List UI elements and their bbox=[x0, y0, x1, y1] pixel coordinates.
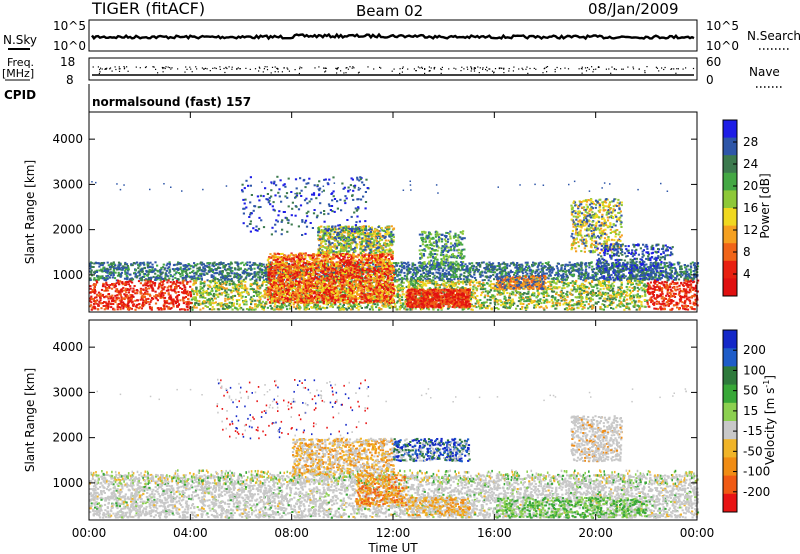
colorbar-swatch bbox=[723, 190, 737, 209]
noise-panel: N.Sky 10^5 10^0 10^5 10^0 N.Search bbox=[3, 19, 800, 53]
colorbar-tick-label: -50 bbox=[743, 444, 763, 458]
colorbar-swatch bbox=[723, 348, 737, 367]
time-tick-label: 08:00 bbox=[274, 526, 309, 540]
colorbar-swatch bbox=[723, 457, 737, 476]
colorbar-swatch bbox=[723, 330, 737, 349]
freq-right-tick-bottom: 0 bbox=[706, 73, 714, 87]
colorbar-tick-label: 200 bbox=[743, 343, 766, 357]
noise-left-label: N.Sky bbox=[3, 33, 37, 47]
colorbar-swatch bbox=[723, 439, 737, 458]
power-y-axis: 1000 2000 3000 4000 bbox=[52, 132, 697, 282]
noise-right-tick-top: 10^5 bbox=[706, 19, 739, 33]
colorbar-swatch bbox=[723, 366, 737, 385]
time-tick-label: 16:00 bbox=[477, 526, 512, 540]
radar-title: TIGER (fitACF) bbox=[91, 0, 205, 18]
colorbar-swatch bbox=[723, 475, 737, 495]
y-tick-label: 2000 bbox=[52, 223, 83, 237]
velocity-colorbar-label-close: ] bbox=[763, 375, 777, 380]
colorbar-swatch bbox=[723, 137, 737, 156]
colorbar-swatch bbox=[723, 120, 737, 138]
y-tick-label: 1000 bbox=[52, 476, 83, 490]
colorbar-tick-label: 24 bbox=[743, 157, 758, 171]
y-tick-label: 4000 bbox=[52, 132, 83, 146]
time-tick-label: 20:00 bbox=[578, 526, 613, 540]
colorbar-swatch bbox=[723, 260, 737, 279]
noise-left-tick-bottom: 10^0 bbox=[53, 39, 86, 53]
time-tick-label: 04:00 bbox=[173, 526, 208, 540]
colorbar-tick-label: 100 bbox=[743, 363, 766, 377]
colorbar-swatch bbox=[723, 493, 737, 513]
colorbar-swatch bbox=[723, 172, 737, 191]
colorbar-tick-label: 4 bbox=[743, 267, 751, 281]
colorbar-swatch bbox=[723, 421, 737, 440]
colorbar-swatch bbox=[723, 278, 737, 297]
power-panel: 1000 2000 3000 4000 Slant Range [km] 4 8 12 16… bbox=[23, 111, 772, 313]
noise-right-tick-bottom: 10^0 bbox=[706, 39, 739, 53]
colorbar-tick-label: -200 bbox=[743, 485, 770, 499]
noise-right-label: N.Search bbox=[747, 29, 800, 43]
time-tick-label: 00:00 bbox=[680, 526, 715, 540]
colorbar-swatch bbox=[723, 402, 737, 422]
colorbar-swatch bbox=[723, 384, 737, 404]
colorbar-tick-label: 15 bbox=[743, 404, 758, 418]
frequency-trace bbox=[92, 66, 695, 76]
frequency-panel: Freq. [MHz] 18 8 60 0 Nave bbox=[2, 55, 782, 88]
freq-left-tick-top: 18 bbox=[60, 55, 75, 69]
y-tick-label: 1000 bbox=[52, 268, 83, 282]
velocity-y-axis: 1000 2000 3000 4000 bbox=[52, 340, 697, 490]
colorbar-tick-label: -100 bbox=[743, 465, 770, 479]
colorbar-swatch bbox=[723, 225, 737, 244]
power-colorbar: 4 8 12 16 20 24 28 bbox=[722, 119, 758, 297]
velocity-colorbar-label: Velocity [m s-1] bbox=[762, 375, 777, 465]
colorbar-tick-label: 12 bbox=[743, 223, 758, 237]
velocity-ylabel: Slant Range [km] bbox=[23, 368, 37, 472]
freq-right-tick-top: 60 bbox=[706, 55, 721, 69]
time-axis: 00:00 04:00 08:00 12:00 16:00 20:00 00:00 bbox=[72, 112, 715, 540]
velocity-panel: 1000 2000 3000 4000 Slant Range [km] 200 100… bbox=[23, 319, 777, 521]
power-ylabel: Slant Range [km] bbox=[23, 160, 37, 264]
velocity-colorbar-label-main: Velocity [m s bbox=[763, 388, 777, 465]
colorbar-tick-label: 28 bbox=[743, 135, 758, 149]
time-tick-label: 00:00 bbox=[72, 526, 107, 540]
colorbar-swatch bbox=[723, 155, 737, 174]
velocity-colorbar-label-sup: -1 bbox=[762, 380, 771, 388]
colorbar-swatch bbox=[723, 208, 737, 226]
time-tick-label: 12:00 bbox=[376, 526, 411, 540]
colorbar-tick-label: 8 bbox=[743, 245, 751, 259]
colorbar-tick-label: 50 bbox=[743, 384, 758, 398]
y-tick-label: 4000 bbox=[52, 340, 83, 354]
colorbar-tick-label: 16 bbox=[743, 201, 758, 215]
colorbar-tick-label: 20 bbox=[743, 179, 758, 193]
time-axis-label: Time UT bbox=[367, 541, 418, 554]
freq-label-line1: Freq. bbox=[7, 56, 34, 69]
cpid-label: CPID bbox=[4, 88, 36, 102]
freq-left-tick-bottom: 8 bbox=[66, 73, 74, 87]
nave-label: Nave bbox=[749, 65, 780, 79]
y-tick-label: 3000 bbox=[52, 385, 83, 399]
cpid-value: normalsound (fast) 157 bbox=[92, 95, 251, 109]
y-tick-label: 3000 bbox=[52, 177, 83, 191]
power-colorbar-label: Power [dB] bbox=[758, 173, 772, 238]
noise-trace bbox=[91, 32, 695, 41]
date-label: 08/Jan/2009 bbox=[588, 0, 679, 18]
velocity-heatmap bbox=[89, 378, 700, 519]
power-heatmap bbox=[89, 175, 700, 311]
noise-left-tick-top: 10^5 bbox=[53, 19, 86, 33]
velocity-colorbar: 200 100 50 15 -15 -50 -100 -200 bbox=[722, 329, 770, 513]
beam-label: Beam 02 bbox=[356, 2, 423, 20]
colorbar-swatch bbox=[723, 243, 737, 262]
y-tick-label: 2000 bbox=[52, 431, 83, 445]
cpid-row: CPID normalsound (fast) 157 bbox=[4, 84, 251, 112]
freq-label-line2: [MHz] bbox=[2, 67, 34, 80]
colorbar-tick-label: -15 bbox=[743, 424, 763, 438]
